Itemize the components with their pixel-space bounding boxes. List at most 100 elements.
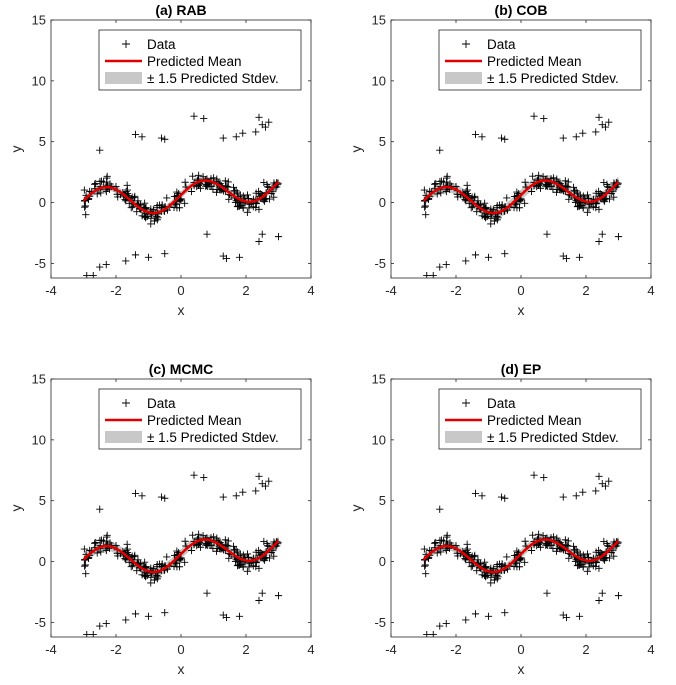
legend-label: Predicted Mean	[487, 54, 582, 69]
mean-line	[82, 538, 280, 574]
data-point	[221, 177, 229, 185]
data-point	[433, 190, 441, 198]
chart-panel: -4 -2 0 2 4 -5 0 5 10 15 x y (a) RAB Data Predicted Me…	[8, 2, 315, 318]
data-point	[195, 530, 203, 538]
data-point	[102, 620, 110, 628]
data-point	[222, 254, 231, 263]
data-point	[595, 205, 603, 213]
data-point	[421, 203, 429, 211]
legend-band-icon	[445, 431, 482, 443]
data-point	[572, 133, 580, 141]
data-point	[133, 567, 141, 575]
y-tick-label: 15	[32, 13, 46, 28]
data-point	[527, 546, 536, 555]
data-point	[265, 477, 273, 485]
data-point	[521, 537, 529, 545]
data-point	[163, 553, 171, 561]
data-point	[563, 182, 571, 191]
data-point	[473, 208, 481, 216]
data-point	[484, 253, 493, 261]
data-point	[478, 133, 486, 141]
data-point	[440, 537, 448, 545]
data-point	[258, 589, 266, 597]
data-point	[570, 546, 578, 554]
data-point	[562, 613, 571, 622]
data-point	[521, 199, 529, 207]
data-point	[232, 492, 240, 500]
data-point	[93, 549, 101, 557]
data-point	[573, 203, 582, 211]
data-point	[442, 261, 450, 269]
data-point	[138, 212, 146, 220]
data-point	[614, 592, 623, 600]
data-point	[497, 493, 506, 501]
data-point	[442, 620, 450, 628]
data-point	[564, 537, 572, 545]
data-point	[255, 113, 263, 121]
data-point	[114, 193, 122, 201]
data-point	[454, 193, 462, 201]
data-point	[173, 188, 181, 196]
data-point	[235, 253, 244, 261]
data-point	[225, 195, 233, 203]
data-point	[80, 186, 88, 194]
data-point	[436, 177, 444, 186]
data-point	[512, 559, 520, 567]
data-point	[123, 181, 131, 189]
data-point	[223, 541, 231, 550]
data-point	[583, 191, 592, 199]
data-point	[536, 184, 545, 192]
data-point	[595, 546, 603, 554]
data-point	[122, 257, 130, 265]
data-point	[131, 551, 139, 559]
data-point	[437, 548, 445, 556]
data-point	[100, 178, 108, 186]
plot-area	[80, 112, 283, 278]
data-point	[261, 123, 270, 131]
data-point	[433, 549, 441, 557]
legend-label: Data	[147, 37, 176, 52]
data-point	[436, 146, 444, 154]
data-point	[542, 180, 550, 189]
data-point	[173, 547, 181, 555]
data-point	[202, 539, 210, 548]
x-tick-label: 0	[517, 642, 524, 657]
data-point	[233, 203, 242, 211]
data-point	[420, 186, 428, 194]
data-point	[595, 472, 603, 480]
data-point	[175, 204, 184, 212]
data-point	[134, 556, 142, 564]
data-point	[471, 489, 480, 497]
data-point	[96, 263, 104, 271]
data-point	[482, 571, 490, 580]
data-point	[544, 182, 552, 190]
x-tick-label: 2	[242, 642, 249, 657]
x-tick-label: -4	[385, 283, 397, 298]
data-point	[592, 563, 600, 571]
data-point	[515, 563, 524, 571]
y-tick-label: -5	[374, 615, 386, 630]
data-point	[81, 203, 89, 211]
data-markers	[420, 112, 623, 278]
y-tick-label: 10	[372, 432, 386, 447]
data-point	[200, 114, 208, 123]
data-point	[492, 214, 500, 222]
data-point	[255, 187, 263, 195]
data-point	[443, 531, 451, 539]
y-tick-label: 5	[39, 134, 46, 149]
data-point	[601, 482, 610, 490]
data-point	[535, 530, 543, 538]
x-tick-label: -4	[45, 283, 57, 298]
legend-marker-icon	[122, 40, 130, 48]
data-point	[81, 562, 89, 570]
data-point	[598, 589, 606, 597]
data-point	[243, 208, 251, 216]
y-axis-label: y	[348, 505, 364, 512]
data-point	[225, 554, 233, 562]
data-point	[467, 204, 475, 212]
x-tick-label: 4	[647, 642, 654, 657]
data-point	[603, 539, 611, 547]
legend: Data Predicted Mean ± 1.5 Predicted Stdev.	[438, 29, 642, 91]
data-point	[543, 589, 551, 597]
